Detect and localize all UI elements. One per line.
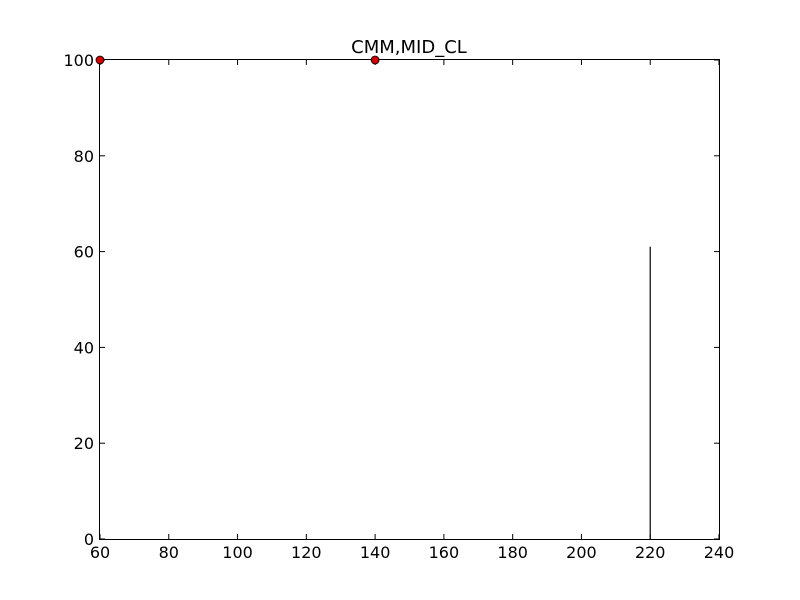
y-tick-label: 40 [74,338,94,357]
x-tick-label: 240 [704,543,735,562]
x-axis: 60 80 100 120 140 160 180 200 220 240 [90,60,734,562]
y-axis: 0 20 40 60 80 100 [63,51,719,549]
x-tick-label: 200 [566,543,597,562]
chart-title: CMM,MID_CL [351,37,467,58]
y-tick-label: 100 [63,51,94,70]
scatter-point [370,55,380,65]
y-tick-label: 0 [84,530,94,549]
plot-area-frame [99,59,720,540]
plot-marks [95,55,651,539]
scatter-point [95,55,105,65]
x-tick-label: 60 [90,543,110,562]
x-tick-label: 100 [222,543,253,562]
x-tick-label: 140 [360,543,391,562]
x-tick-label: 160 [429,543,460,562]
y-tick-label: 80 [74,147,94,166]
x-tick-label: 180 [497,543,528,562]
x-tick-label: 220 [635,543,666,562]
x-tick-label: 80 [159,543,179,562]
y-tick-label: 20 [74,434,94,453]
x-tick-label: 120 [291,543,322,562]
y-tick-label: 60 [74,243,94,262]
